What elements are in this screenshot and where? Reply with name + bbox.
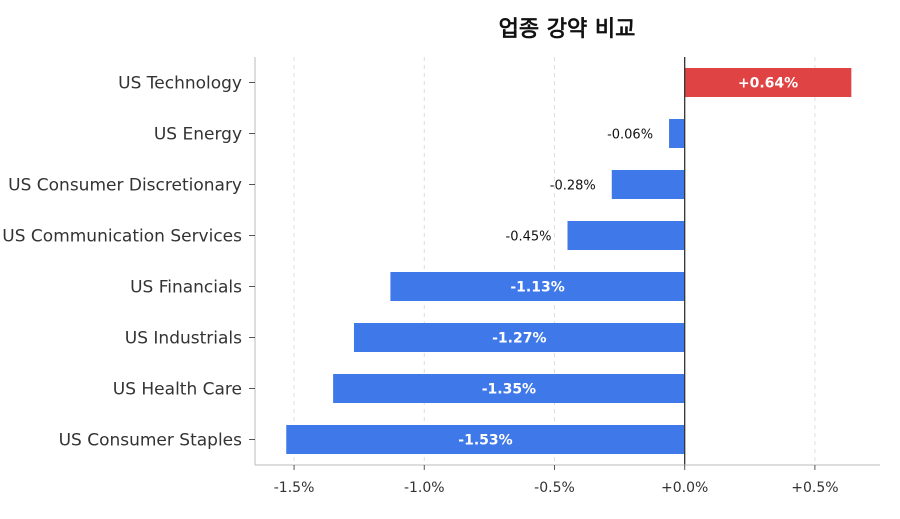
category-label: US Health Care xyxy=(113,380,242,400)
category-label: US Communication Services xyxy=(2,227,242,247)
bar-2 xyxy=(611,170,685,199)
value-label: -1.53% xyxy=(458,433,512,449)
value-label: -1.35% xyxy=(482,382,536,398)
category-label: US Technology xyxy=(118,74,242,94)
value-label: -0.06% xyxy=(607,128,653,143)
x-tick-label: +0.0% xyxy=(661,480,708,496)
category-label: US Industrials xyxy=(125,329,242,349)
category-label: US Financials xyxy=(130,278,242,298)
chart-title: 업종 강약 비교 xyxy=(499,17,636,42)
x-tick-label: -0.5% xyxy=(534,480,575,496)
bar-4 xyxy=(390,272,685,301)
x-tick-label: -1.5% xyxy=(274,480,315,496)
value-label: -0.45% xyxy=(506,230,552,245)
bar-1 xyxy=(669,119,685,148)
value-label: -1.13% xyxy=(510,280,564,296)
bar-6 xyxy=(333,374,685,403)
category-label: US Consumer Discretionary xyxy=(8,176,242,196)
x-tick-label: +0.5% xyxy=(791,480,838,496)
bar-0 xyxy=(684,68,852,97)
axis-layer: US Technology US Energy US Consumer Discre… xyxy=(2,57,880,496)
bar-layer: +0.64% -0.06% -0.28% -0.45% -1.13% -1.27% -1.3… xyxy=(286,68,852,454)
category-label: US Consumer Staples xyxy=(59,431,243,451)
value-label: +0.64% xyxy=(738,76,798,92)
bar-5 xyxy=(353,323,685,352)
value-label: -0.28% xyxy=(550,179,596,194)
grid-layer xyxy=(293,57,816,465)
bar-3 xyxy=(567,221,685,250)
bar-7 xyxy=(286,425,685,454)
x-tick-label: -1.0% xyxy=(404,480,445,496)
category-label: US Energy xyxy=(154,125,242,145)
value-label: -1.27% xyxy=(492,331,546,347)
